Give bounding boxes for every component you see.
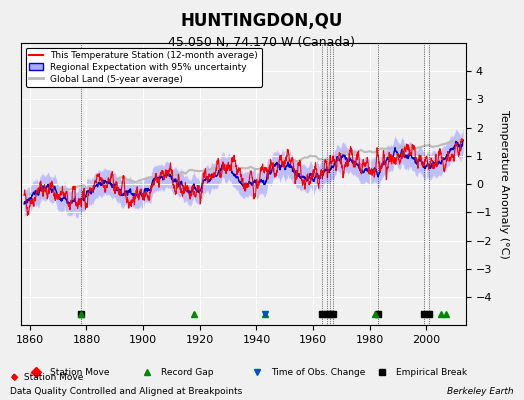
Text: ♦  Station Move: ♦ Station Move	[10, 373, 84, 382]
Text: Berkeley Earth: Berkeley Earth	[447, 387, 514, 396]
Text: Station Move: Station Move	[50, 368, 110, 377]
Text: Data Quality Controlled and Aligned at Breakpoints: Data Quality Controlled and Aligned at B…	[10, 387, 243, 396]
Text: ◆: ◆	[10, 372, 18, 382]
Legend: This Temperature Station (12-month average), Regional Expectation with 95% uncer: This Temperature Station (12-month avera…	[26, 48, 261, 87]
Text: 45.050 N, 74.170 W (Canada): 45.050 N, 74.170 W (Canada)	[169, 36, 355, 49]
Text: Record Gap: Record Gap	[160, 368, 213, 377]
Text: Time of Obs. Change: Time of Obs. Change	[271, 368, 366, 377]
Text: HUNTINGDON,QU: HUNTINGDON,QU	[181, 12, 343, 30]
Text: Empirical Break: Empirical Break	[396, 368, 467, 377]
Y-axis label: Temperature Anomaly (°C): Temperature Anomaly (°C)	[499, 110, 509, 258]
